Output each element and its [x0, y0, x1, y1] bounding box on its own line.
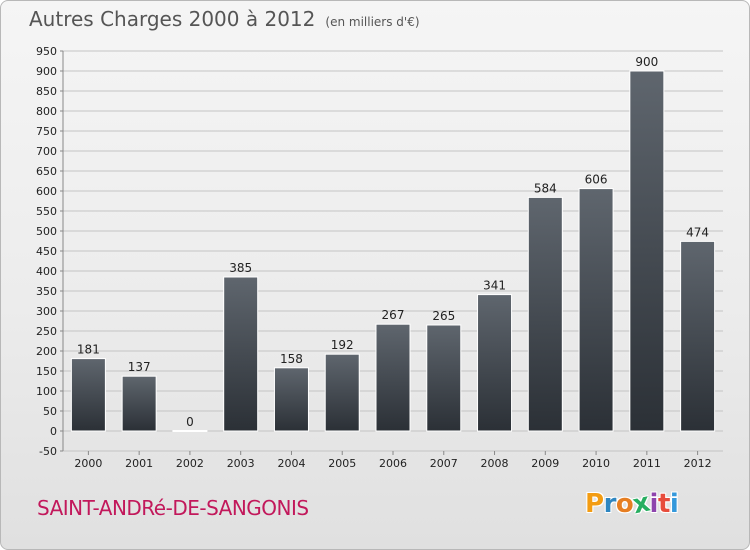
x-tick-label-2005: 2005 [328, 457, 356, 470]
y-tick-label: 400 [36, 265, 57, 278]
y-tick-label: 500 [36, 225, 57, 238]
y-tick-label: 750 [36, 125, 57, 138]
x-tick-label-2012: 2012 [684, 457, 712, 470]
logo-letter: i [669, 489, 679, 519]
x-tick-label-2011: 2011 [633, 457, 661, 470]
x-tick-label-2004: 2004 [277, 457, 305, 470]
y-tick-label: 150 [36, 365, 57, 378]
x-tick-label-2009: 2009 [531, 457, 559, 470]
chart-title: Autres Charges 2000 à 2012 (en milliers d… [29, 7, 420, 31]
x-tick-label-2003: 2003 [227, 457, 255, 470]
y-tick-label: 800 [36, 105, 57, 118]
y-tick-label: 100 [36, 385, 57, 398]
logo-letter: P [585, 489, 604, 519]
x-tick-label-2001: 2001 [125, 457, 153, 470]
data-label-2010: 606 [585, 173, 608, 187]
x-tick-label-2006: 2006 [379, 457, 407, 470]
x-tick-label-2007: 2007 [430, 457, 458, 470]
y-tick-label: 250 [36, 325, 57, 338]
data-label-2005: 192 [331, 338, 354, 352]
y-axis: -50 0 50 100 150 200 250 300 350 400 450 500 550 600 6… [36, 45, 64, 458]
bar-2008 [477, 294, 513, 432]
y-tick-label: 900 [36, 65, 57, 78]
bar-2010 [578, 188, 614, 432]
y-tick-label: 700 [36, 145, 57, 158]
y-tick-label: 950 [36, 45, 57, 58]
y-tick-label: 600 [36, 185, 57, 198]
x-tick-label-2002: 2002 [176, 457, 204, 470]
y-tick-label: 0 [50, 425, 57, 438]
y-tick-label: 650 [36, 165, 57, 178]
data-label-2011: 900 [635, 55, 658, 69]
data-label-2009: 584 [534, 181, 557, 195]
y-tick-label: 550 [36, 205, 57, 218]
commune-name: SAINT-ANDRé-DE-SANGONIS [37, 496, 309, 520]
y-tick-label: 200 [36, 345, 57, 358]
data-label-2006: 267 [382, 308, 405, 322]
x-axis: 2000 2001 2002 2003 2004 2005 2006 2007 2008 2009… [74, 451, 712, 470]
bar-2003 [223, 276, 259, 432]
title-text: Autres Charges 2000 à 2012 [29, 7, 316, 31]
bars: 181 137 0 385 158 192 267 265 341 584 606 900 474 [70, 55, 716, 432]
y-tick-label: 450 [36, 245, 57, 258]
y-tick-label: 300 [36, 305, 57, 318]
bar-2004 [273, 367, 309, 432]
bar-2011 [629, 70, 665, 432]
data-label-2001: 137 [128, 360, 151, 374]
proxiti-logo[interactable]: Proxiti [585, 488, 679, 521]
x-tick-label-2008: 2008 [481, 457, 509, 470]
logo-letter: i [649, 489, 659, 519]
bar-2005 [324, 353, 360, 432]
logo-letter: r [603, 489, 617, 519]
bar-2002 [172, 430, 208, 432]
bar-2006 [375, 323, 411, 432]
bar-2007 [426, 324, 462, 432]
y-tick-label: 850 [36, 85, 57, 98]
x-tick-label-2000: 2000 [74, 457, 102, 470]
data-label-2012: 474 [686, 225, 709, 239]
data-label-2002: 0 [186, 415, 194, 429]
bar-2001 [121, 375, 157, 432]
y-tick-label: 50 [43, 405, 57, 418]
unit-label: (en milliers d'€) [325, 15, 420, 29]
y-tick-label: 350 [36, 285, 57, 298]
y-tick-label: -50 [39, 445, 57, 458]
data-label-2000: 181 [77, 343, 100, 357]
bar-2009 [527, 196, 563, 432]
data-label-2007: 265 [432, 309, 455, 323]
data-label-2008: 341 [483, 279, 506, 293]
data-label-2003: 385 [229, 261, 252, 275]
logo-letter: o [615, 489, 634, 519]
bar-2000 [70, 358, 106, 432]
data-label-2004: 158 [280, 352, 303, 366]
bar-2012 [680, 240, 716, 432]
logo-letter: t [657, 489, 670, 519]
x-tick-label-2010: 2010 [582, 457, 610, 470]
